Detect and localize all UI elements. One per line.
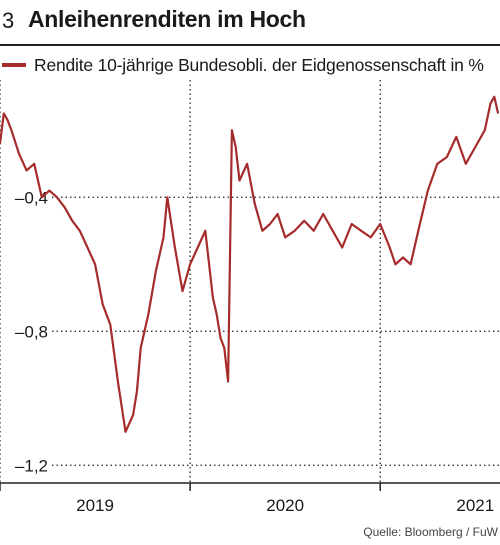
source-note: Quelle: Bloomberg / FuW [363, 525, 498, 539]
title-rule [0, 44, 500, 46]
chart-header: 3 Anleihenrenditen im Hoch [0, 0, 500, 42]
chart-title: Anleihenrenditen im Hoch [28, 6, 306, 32]
legend-swatch [2, 63, 26, 67]
chart-number: 3 [2, 8, 15, 33]
y-tick-label: –1,2 [15, 456, 48, 475]
x-tick-label: 2021 [456, 496, 494, 515]
series-line [0, 95, 500, 433]
y-tick-label: –0,8 [15, 322, 48, 341]
legend: Rendite 10-jährige Bundesobli. der Eidge… [2, 54, 484, 76]
y-tick-label: –0,4 [15, 188, 48, 207]
x-tick-label: 2020 [266, 496, 304, 515]
legend-label: Rendite 10-jährige Bundesobli. der Eidge… [34, 54, 484, 75]
x-tick-label: 2019 [76, 496, 114, 515]
